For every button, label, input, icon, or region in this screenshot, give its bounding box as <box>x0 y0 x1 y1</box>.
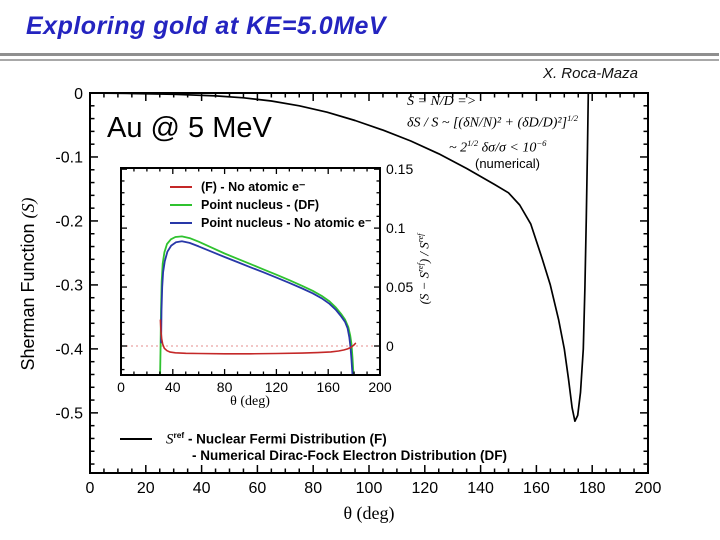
reference-legend-text-1: Sref - Nuclear Fermi Distribution (F) <box>166 427 387 448</box>
blue-line-swatch <box>170 222 192 224</box>
reference-curve-legend: Sref - Nuclear Fermi Distribution (F) - … <box>120 427 507 464</box>
tick-label: -0.4 <box>55 342 83 359</box>
inset-legend-label-green: Point nucleus - (DF) <box>201 198 320 212</box>
annotation-line-2: δS / S ~ [(δN/N)² + (δD/D)²]1/2 <box>407 110 622 132</box>
inset-x-axis-label: θ (deg) <box>230 394 270 409</box>
curve-red <box>159 319 357 355</box>
tick-label: 0 <box>386 338 394 354</box>
inset-legend-row-red: (F) - No atomic e⁻ <box>170 178 372 196</box>
page-title: Exploring gold at KE=5.0MeV <box>26 12 387 40</box>
tick-label: 200 <box>368 379 392 395</box>
plot-corner-label: Au @ 5 MeV <box>107 112 272 144</box>
tick-label: 80 <box>304 480 322 497</box>
curve-green <box>159 235 355 375</box>
main-y-axis-label-symbol: (S) <box>18 197 38 219</box>
inset-legend-row-green: Point nucleus - (DF) <box>170 196 372 214</box>
tick-label: -0.5 <box>55 406 83 423</box>
red-line-swatch <box>170 186 192 188</box>
tick-label: 80 <box>217 379 233 395</box>
annotation-line-1: S = N/D => <box>407 94 477 109</box>
tick-label: -0.2 <box>55 214 83 231</box>
tick-label: 180 <box>579 480 606 497</box>
main-y-axis-label-text: Sherman Function <box>18 218 38 371</box>
error-propagation-annotation: S = N/D => δS / S ~ [(δN/N)² + (δD/D)²]1… <box>407 94 622 172</box>
tick-label: 40 <box>165 379 181 395</box>
tick-label: 200 <box>635 480 662 497</box>
annotation-line-3-exp1: 1/2 <box>467 137 479 148</box>
inset-legend: (F) - No atomic e⁻ Point nucleus - (DF) … <box>170 178 372 232</box>
inset-ylabel-a: (S − S <box>416 271 432 305</box>
tick-label: -0.1 <box>55 150 83 167</box>
tick-label: 0 <box>117 379 125 395</box>
annotation-line-2-exponent: 1/2 <box>567 113 579 123</box>
tick-label: 120 <box>411 480 438 497</box>
black-line-swatch <box>120 437 152 440</box>
tick-label: 0 <box>74 86 83 103</box>
annotation-line-4: (numerical) <box>475 156 541 172</box>
main-x-axis-label: θ (deg) <box>343 503 395 523</box>
sref-symbol: S <box>166 431 174 448</box>
inset-chart: 0 40 80 120 160 200 0 0.05 0.1 0.15 <box>117 161 413 395</box>
sref-superscript: ref <box>173 430 185 440</box>
tick-label: 0.15 <box>386 161 413 177</box>
tick-label: 100 <box>356 480 383 497</box>
inset-y-axis-label: (S − Sref) / Sref <box>416 184 434 354</box>
tick-label: 160 <box>523 480 550 497</box>
tick-label: 60 <box>249 480 267 497</box>
green-line-swatch <box>170 204 192 206</box>
inset-legend-row-blue: Point nucleus - No atomic e⁻ <box>170 214 372 232</box>
reference-legend-label-1: - Nuclear Fermi Distribution (F) <box>184 431 387 447</box>
annotation-line-3b: δσ/σ < 10 <box>478 140 537 156</box>
curve-sref <box>90 93 590 423</box>
inset-legend-label-red: (F) - No atomic e⁻ <box>201 180 306 194</box>
tick-label: 40 <box>193 480 211 497</box>
author-credit: X. Roca-Maza <box>542 65 638 82</box>
annotation-line-2-main: δS / S ~ [(δN/N)² + (δD/D)²] <box>407 115 568 131</box>
annotation-line-3-exp2: −6 <box>536 137 547 148</box>
tick-label: 20 <box>137 480 155 497</box>
reference-legend-line-1: Sref - Nuclear Fermi Distribution (F) <box>120 427 507 448</box>
tick-label: 0.1 <box>386 220 406 236</box>
annotation-line-3: ~ 21/2 δσ/σ < 10−6 <box>407 135 622 157</box>
inset-ylabel-b: ) / S <box>416 242 432 264</box>
annotation-line-3a: ~ 2 <box>449 140 468 156</box>
inset-legend-label-blue: Point nucleus - No atomic e⁻ <box>201 216 372 230</box>
tick-label: 140 <box>467 480 494 497</box>
title-divider-top <box>0 53 719 56</box>
inset-ylabel-sup1: ref <box>416 263 425 272</box>
title-divider-bottom <box>0 59 719 61</box>
curve-blue <box>160 240 354 375</box>
tick-label: 0 <box>86 480 95 497</box>
main-y-axis-label: Sherman Function (S) <box>18 94 42 474</box>
inset-ylabel-sup2: ref <box>416 233 425 243</box>
inset-plot-background <box>121 168 380 375</box>
tick-label: 160 <box>317 379 341 395</box>
tick-label: 120 <box>265 379 289 395</box>
reference-legend-line-2: - Numerical Dirac-Fock Electron Distribu… <box>192 447 508 463</box>
tick-label: 0.05 <box>386 279 413 295</box>
tick-label: -0.3 <box>55 278 83 295</box>
